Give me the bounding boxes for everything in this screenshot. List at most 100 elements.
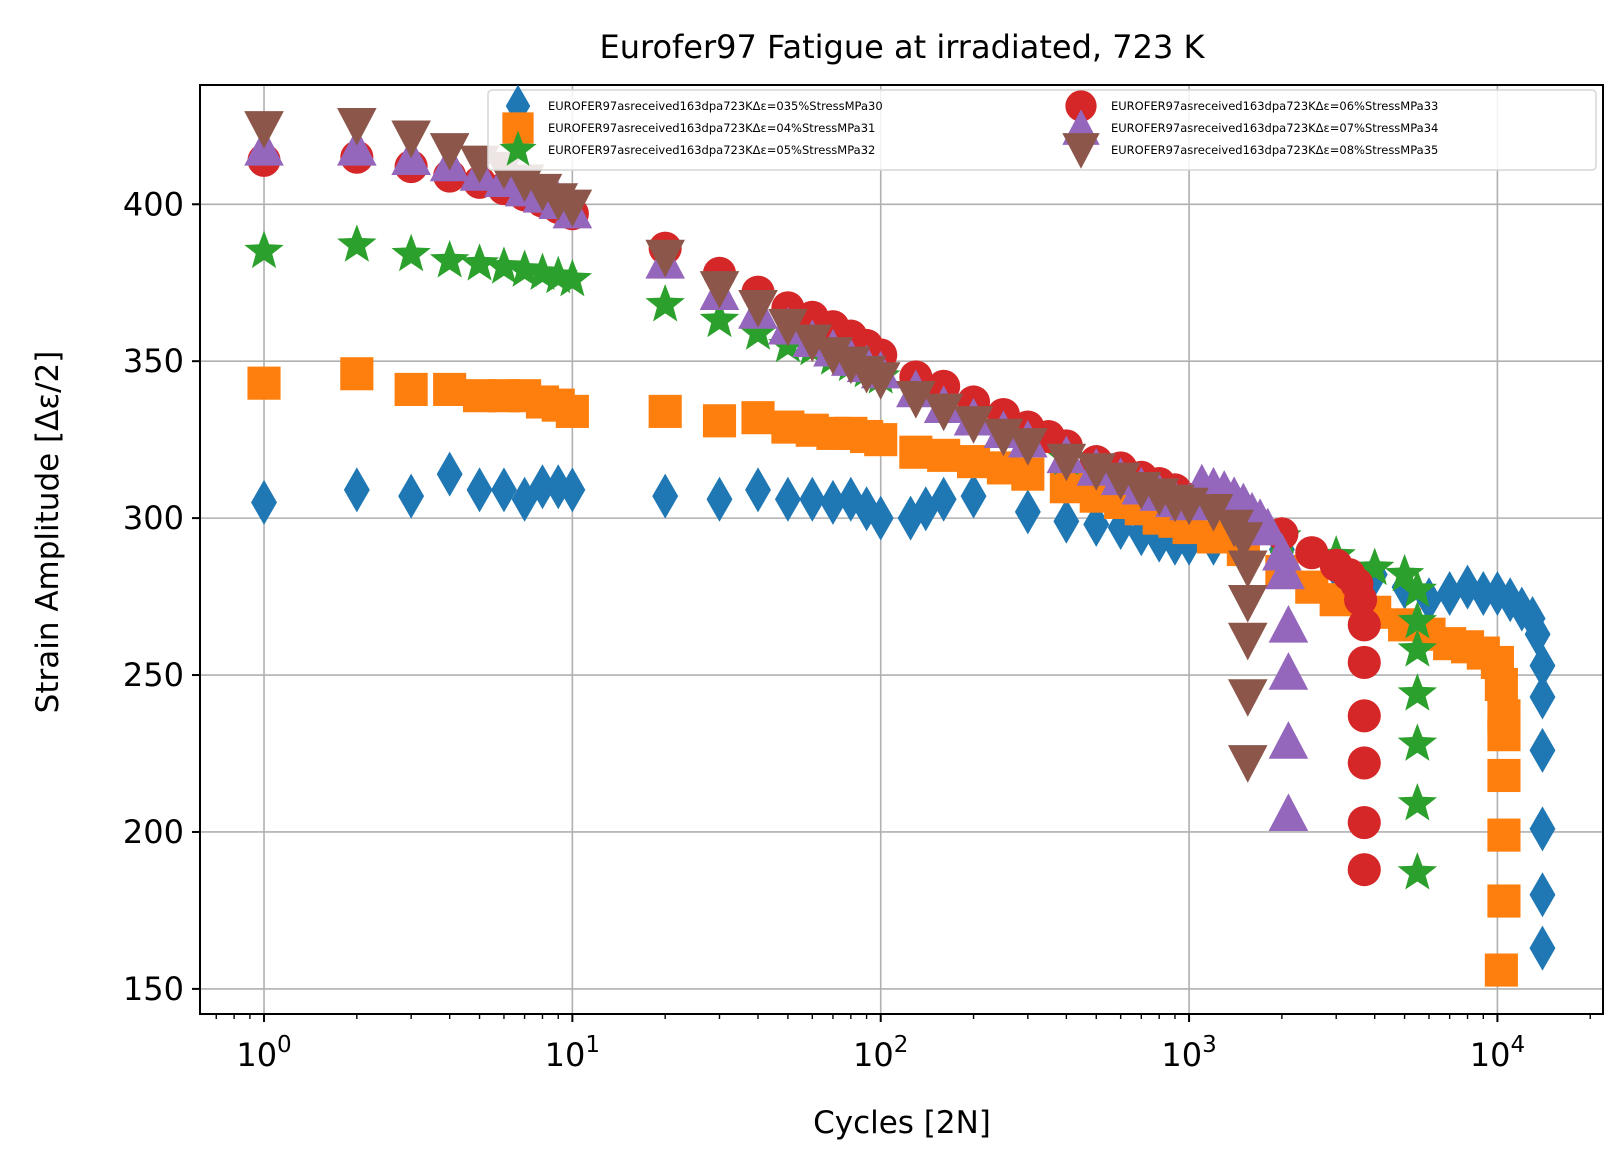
data-point — [1076, 453, 1117, 491]
data-point — [1227, 679, 1268, 717]
data-point — [1227, 550, 1268, 589]
data-point — [394, 372, 428, 406]
data-point — [1487, 758, 1521, 793]
data-point — [1008, 428, 1048, 466]
data-point — [1484, 953, 1518, 987]
data-point — [340, 357, 374, 391]
data-point — [391, 120, 431, 159]
data-point — [860, 362, 901, 400]
data-point — [652, 473, 679, 519]
data-point — [1519, 596, 1546, 642]
data-point — [867, 495, 894, 541]
data-point — [799, 476, 826, 522]
x-tick-label: 101 — [545, 1032, 600, 1074]
data-point — [1487, 818, 1521, 852]
data-point — [1223, 522, 1264, 560]
data-point — [398, 473, 425, 519]
data-point — [559, 467, 586, 513]
data-point — [768, 308, 808, 347]
data-point — [1347, 853, 1381, 887]
data-point — [899, 435, 933, 469]
y-tick-label: 200 — [123, 813, 184, 851]
data-point — [706, 476, 733, 522]
data-point — [511, 476, 538, 522]
data-point — [1397, 600, 1438, 639]
legend-label: EUROFER97asreceived163dpa723KΔε=07%Stres… — [1111, 121, 1438, 135]
data-point — [864, 423, 898, 457]
data-point — [1484, 570, 1511, 616]
data-point — [831, 346, 871, 385]
data-point — [1529, 643, 1556, 689]
data-point — [1397, 629, 1438, 667]
data-point — [466, 467, 493, 513]
data-point — [490, 467, 517, 513]
data-point — [1347, 608, 1381, 642]
legend-marker — [1062, 133, 1100, 169]
data-point — [699, 299, 740, 338]
data-point — [1487, 718, 1521, 752]
data-point — [343, 467, 370, 513]
y-tick-label: 350 — [123, 342, 184, 380]
chart-title: Eurofer97 Fatigue at irradiated, 723 K — [599, 28, 1205, 66]
data-point — [837, 476, 864, 522]
data-point — [1083, 501, 1110, 547]
data-point — [1416, 577, 1442, 623]
data-point — [1508, 586, 1535, 632]
data-point — [1529, 925, 1556, 971]
data-point — [648, 394, 682, 428]
y-tick-label: 300 — [123, 499, 184, 537]
plot-area — [244, 107, 1556, 987]
data-point — [853, 486, 880, 532]
data-point — [813, 337, 853, 375]
grid — [200, 85, 1603, 1014]
data-point — [1268, 721, 1309, 759]
data-point — [792, 324, 833, 363]
data-point — [1497, 577, 1524, 623]
data-point — [337, 224, 377, 262]
data-point — [897, 495, 924, 541]
legend-marker — [1065, 90, 1097, 122]
data-point — [953, 406, 994, 444]
legend: EUROFER97asreceived163dpa723KΔε=035%Stre… — [487, 84, 1597, 171]
data-point — [545, 464, 572, 510]
data-point — [738, 290, 778, 328]
data-point — [1529, 806, 1556, 852]
x-tick-label: 103 — [1161, 1032, 1216, 1074]
axes-frame — [199, 84, 1604, 1015]
data-point — [504, 164, 545, 203]
data-point — [1347, 699, 1381, 733]
axis-ticks: 100 101 102 103 104 150 200 250 300 350 400 — [123, 185, 1591, 1074]
data-point — [522, 173, 563, 212]
data-point — [1268, 605, 1309, 643]
data-point — [819, 479, 846, 525]
data-point — [1347, 746, 1381, 780]
data-point — [1347, 805, 1381, 840]
x-tick-label: 102 — [853, 1032, 908, 1074]
legend-box — [487, 89, 1597, 171]
y-tick-label: 150 — [123, 970, 184, 1008]
legend-label: EUROFER97asreceived163dpa723KΔε=04%Stres… — [548, 121, 875, 135]
data-point — [244, 230, 284, 269]
data-point — [1529, 674, 1556, 720]
data-point — [1295, 536, 1329, 570]
data-point — [429, 240, 470, 278]
data-point — [1014, 489, 1041, 535]
data-point — [1227, 745, 1268, 783]
data-point — [923, 393, 964, 432]
data-point — [1053, 498, 1080, 544]
data-point — [1046, 443, 1087, 482]
data-point — [1193, 494, 1234, 532]
data-point — [645, 284, 685, 322]
data-point — [247, 366, 281, 400]
data-point — [251, 479, 277, 525]
y-axis-label: Strain Amplitude [Δε/2] — [30, 351, 66, 714]
data-point — [699, 271, 740, 309]
data-point — [1355, 547, 1395, 586]
data-point — [1397, 852, 1438, 890]
data-point — [1265, 551, 1305, 590]
data-point — [552, 189, 593, 228]
legend-marker — [499, 130, 537, 166]
y-tick-label: 400 — [123, 185, 184, 223]
data-point — [741, 401, 775, 435]
y-tick-label: 250 — [123, 656, 184, 694]
